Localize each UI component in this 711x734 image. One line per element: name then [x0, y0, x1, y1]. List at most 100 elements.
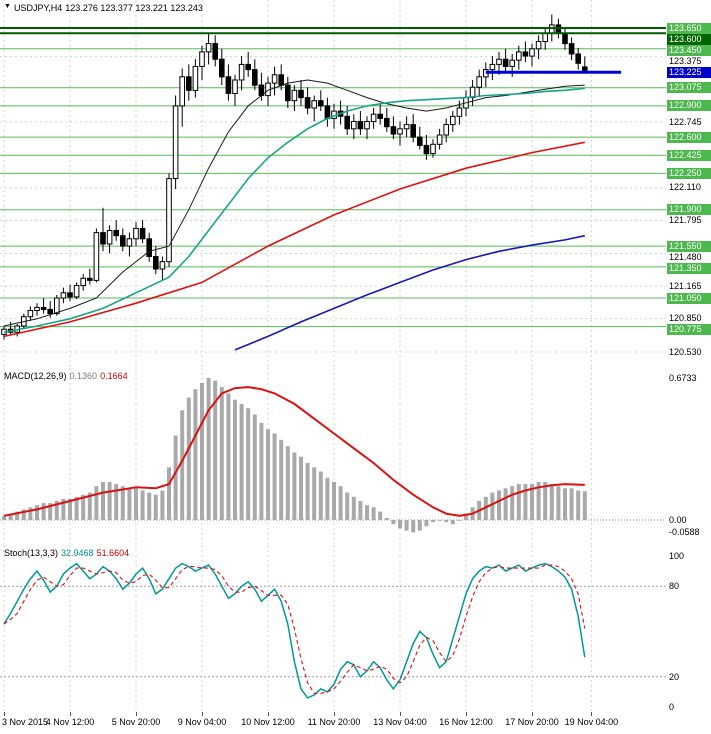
stoch-axis-label: 80	[669, 581, 680, 592]
macd-histogram-bar	[134, 488, 138, 520]
price-chart-canvas[interactable]	[0, 0, 711, 367]
candle-body	[67, 292, 73, 298]
macd-histogram-bar	[424, 520, 429, 527]
stochastic-canvas[interactable]	[0, 545, 711, 711]
price-axis-label: 123.375	[669, 55, 702, 66]
candle-body	[73, 285, 80, 298]
macd-histogram-bar	[153, 494, 158, 520]
candle-body	[351, 121, 357, 130]
stoch-axis-label: 0	[669, 702, 675, 712]
macd-histogram-bar	[173, 435, 178, 520]
macd-histogram-bar	[431, 520, 435, 523]
candle-body	[502, 58, 509, 68]
candle-body	[384, 117, 390, 128]
macd-histogram-bar	[21, 509, 26, 520]
candle-body	[212, 43, 218, 60]
macd-histogram-bar	[576, 490, 581, 520]
macd-histogram-bar	[266, 429, 270, 520]
candle-body	[357, 121, 364, 130]
price-axis-label: 121.900	[667, 204, 711, 216]
macd-histogram-bar	[61, 498, 66, 520]
symbol-marker-icon[interactable]: ▼	[4, 3, 11, 10]
candle-body	[298, 89, 304, 99]
macd-histogram-bar	[371, 507, 376, 520]
price-axis-label: 123.225	[667, 66, 711, 78]
price-axis-label: 122.900	[667, 100, 711, 112]
macd-histogram-bar	[556, 486, 561, 520]
macd-histogram-bar	[219, 387, 224, 520]
macd-histogram-bar	[2, 515, 6, 520]
candle-body	[153, 256, 159, 270]
macd-histogram-bar	[160, 490, 165, 520]
macd-histogram-bar	[398, 520, 402, 529]
ma-blue-line	[234, 234, 585, 351]
macd-label: MACD(12,26,9) 0.1360 0.1664	[4, 371, 131, 381]
main-chart-panel[interactable]: ▼ USDJPY,H4 123.276 123.377 123.221 123.24…	[0, 0, 711, 369]
macd-histogram-bar	[54, 501, 59, 520]
macd-histogram-bar	[351, 496, 356, 520]
macd-histogram-bar	[510, 486, 515, 520]
ma-red-line	[3, 141, 585, 338]
candle-body	[172, 105, 179, 180]
macd-canvas[interactable]	[0, 368, 711, 544]
stoch-name: Stoch(13,3,3)	[4, 548, 59, 558]
time-axis[interactable]: 3 Nov 2015 4 Nov 12:00 5 Nov 20:00 9 Nov 04…	[0, 712, 711, 734]
time-tick-mark	[466, 712, 467, 716]
macd-histogram-bar	[450, 520, 455, 525]
price-axis-label: 123.650	[667, 22, 711, 34]
candle-body	[390, 126, 397, 135]
candle-body	[522, 51, 529, 57]
macd-histogram-bar	[305, 463, 310, 520]
candle-body	[562, 32, 568, 45]
macd-histogram-bar	[582, 491, 587, 520]
price-axis-label: 122.250	[667, 167, 711, 179]
price-axis-label: 120.775	[667, 324, 711, 336]
candle-body	[575, 53, 582, 64]
candle-body	[225, 76, 232, 94]
symbol-ohlc-label: ▼ USDJPY,H4 123.276 123.377 123.221 123.24…	[4, 3, 206, 13]
macd-histogram-bar	[233, 399, 237, 520]
macd-histogram-bar	[318, 471, 323, 520]
price-axis-label: 121.550	[667, 240, 711, 252]
candle-body	[192, 66, 199, 91]
time-axis-label: 5 Nov 20:00	[111, 717, 161, 727]
candle-body	[60, 292, 67, 299]
ma-teal-line	[3, 87, 585, 334]
candle-body	[542, 32, 549, 43]
macd-histogram-bar	[523, 484, 528, 520]
candle-body	[40, 306, 47, 310]
macd-histogram-bar	[68, 498, 72, 520]
macd-histogram-bar	[48, 503, 53, 520]
candle-body	[106, 230, 113, 245]
time-tick-mark	[400, 712, 401, 716]
candle-body	[582, 66, 588, 71]
macd-histogram-bar	[338, 486, 343, 520]
time-axis-label: 10 Nov 12:00	[241, 717, 295, 727]
macd-histogram-bar	[444, 520, 449, 523]
ma-fast-black-line	[3, 79, 585, 327]
time-tick-mark	[70, 712, 71, 716]
candle-body	[271, 74, 278, 84]
macd-histogram-bar	[226, 393, 231, 520]
candle-body	[476, 76, 482, 88]
stochastic-panel[interactable]: Stoch(13,3,3) 32.9468 51.6604 100 80 20 0	[0, 545, 711, 713]
candle-body	[496, 58, 502, 65]
candle-body	[489, 63, 496, 71]
macd-histogram-bar	[417, 520, 422, 531]
macd-histogram-bar	[569, 488, 574, 520]
macd-histogram-bar	[35, 505, 39, 520]
price-axis-label: 121.795	[669, 215, 702, 226]
candle-body	[139, 227, 146, 240]
candle-body	[179, 76, 185, 107]
macd-histogram-bar	[490, 492, 495, 520]
macd-histogram-bar	[15, 511, 20, 520]
macd-histogram-bar	[404, 520, 409, 531]
candle-body	[397, 128, 403, 135]
macd-histogram-bar	[180, 410, 185, 520]
macd-panel[interactable]: MACD(12,26,9) 0.1360 0.1664 0.6733 0.00 -0.0…	[0, 368, 711, 546]
time-tick-mark	[591, 712, 593, 716]
stoch-d-line	[3, 564, 586, 694]
macd-main-value: 0.1360	[69, 371, 98, 381]
time-tick-mark	[334, 712, 335, 716]
symbol-name: USDJPY,H4	[13, 3, 63, 13]
